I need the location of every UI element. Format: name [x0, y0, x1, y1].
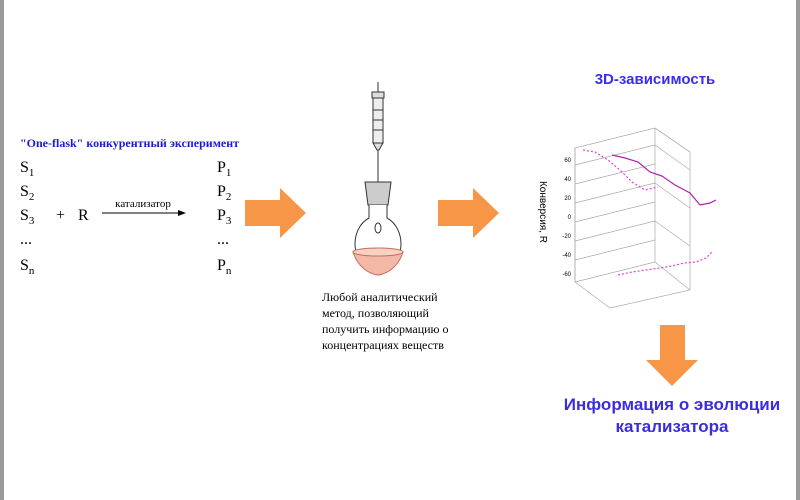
- species-index: n: [226, 265, 232, 277]
- analysis-line: получить информацию о: [322, 322, 449, 336]
- species: S1: [20, 159, 34, 179]
- z-tick-label: 20: [564, 196, 571, 202]
- species-index: 2: [29, 191, 35, 203]
- species-symbol: S: [20, 159, 29, 176]
- arrow-down: [646, 325, 698, 386]
- species: S2: [20, 183, 34, 203]
- reagent: R: [78, 207, 89, 224]
- z-ticks: 60 40 20 0 -20 -40 -60: [562, 158, 571, 278]
- z-tick-label: 60: [564, 158, 571, 164]
- reaction-arrow-head: [178, 210, 186, 216]
- experiment-title: "One-flask" конкурентный эксперимент: [20, 136, 239, 150]
- species-index: 2: [226, 191, 232, 203]
- analysis-line: Любой аналитический: [322, 290, 438, 304]
- catalyst-label: катализатор: [115, 198, 171, 210]
- plot-title: 3D-зависимость: [595, 71, 716, 88]
- species-symbol: ...: [20, 231, 32, 248]
- species-symbol: S: [20, 257, 29, 274]
- species-symbol: P: [217, 183, 226, 200]
- flask-illustration: [352, 82, 404, 276]
- species-symbol: ...: [217, 231, 229, 248]
- z-tick-label: -40: [562, 253, 571, 259]
- species-index: 1: [226, 167, 232, 179]
- plus: +: [56, 207, 65, 224]
- species-symbol: S: [20, 207, 29, 224]
- species: Pn: [217, 257, 232, 277]
- z-tick-label: -60: [562, 272, 571, 278]
- analysis-line: метод, позволяющий: [322, 306, 429, 320]
- plot-curves: [582, 149, 717, 276]
- conclusion: Информация о эволюции катализатора: [564, 395, 780, 436]
- species-index: n: [29, 265, 35, 277]
- species: ...: [217, 231, 229, 248]
- analysis-line: концентрациях веществ: [322, 338, 444, 352]
- species-index: 3: [226, 215, 232, 227]
- z-tick-label: 40: [564, 177, 571, 183]
- plot-box: [574, 127, 691, 309]
- conclusion-line: катализатора: [616, 417, 730, 436]
- species: P1: [217, 159, 231, 179]
- species-symbol: S: [20, 183, 29, 200]
- species-index: 1: [29, 167, 35, 179]
- species: Sn: [20, 257, 35, 277]
- right-border: [796, 0, 800, 500]
- species: P3: [217, 207, 232, 227]
- z-tick-label: 0: [568, 215, 572, 221]
- z-tick-label: -20: [562, 234, 571, 240]
- species-symbol: P: [217, 159, 226, 176]
- species-symbol: P: [217, 257, 226, 274]
- arrow-right: [245, 188, 306, 238]
- species-symbol: P: [217, 207, 226, 224]
- species: ...: [20, 231, 32, 248]
- species-index: 3: [29, 215, 35, 227]
- species: P2: [217, 183, 231, 203]
- species: S3: [20, 207, 35, 227]
- arrow-right: [438, 188, 499, 238]
- analysis-text: Любой аналитический метод, позволяющий пол…: [322, 290, 449, 352]
- conclusion-line: Информация о эволюции: [564, 395, 780, 414]
- left-border: [0, 0, 4, 500]
- z-axis-label: Конверсия, R: [537, 181, 548, 243]
